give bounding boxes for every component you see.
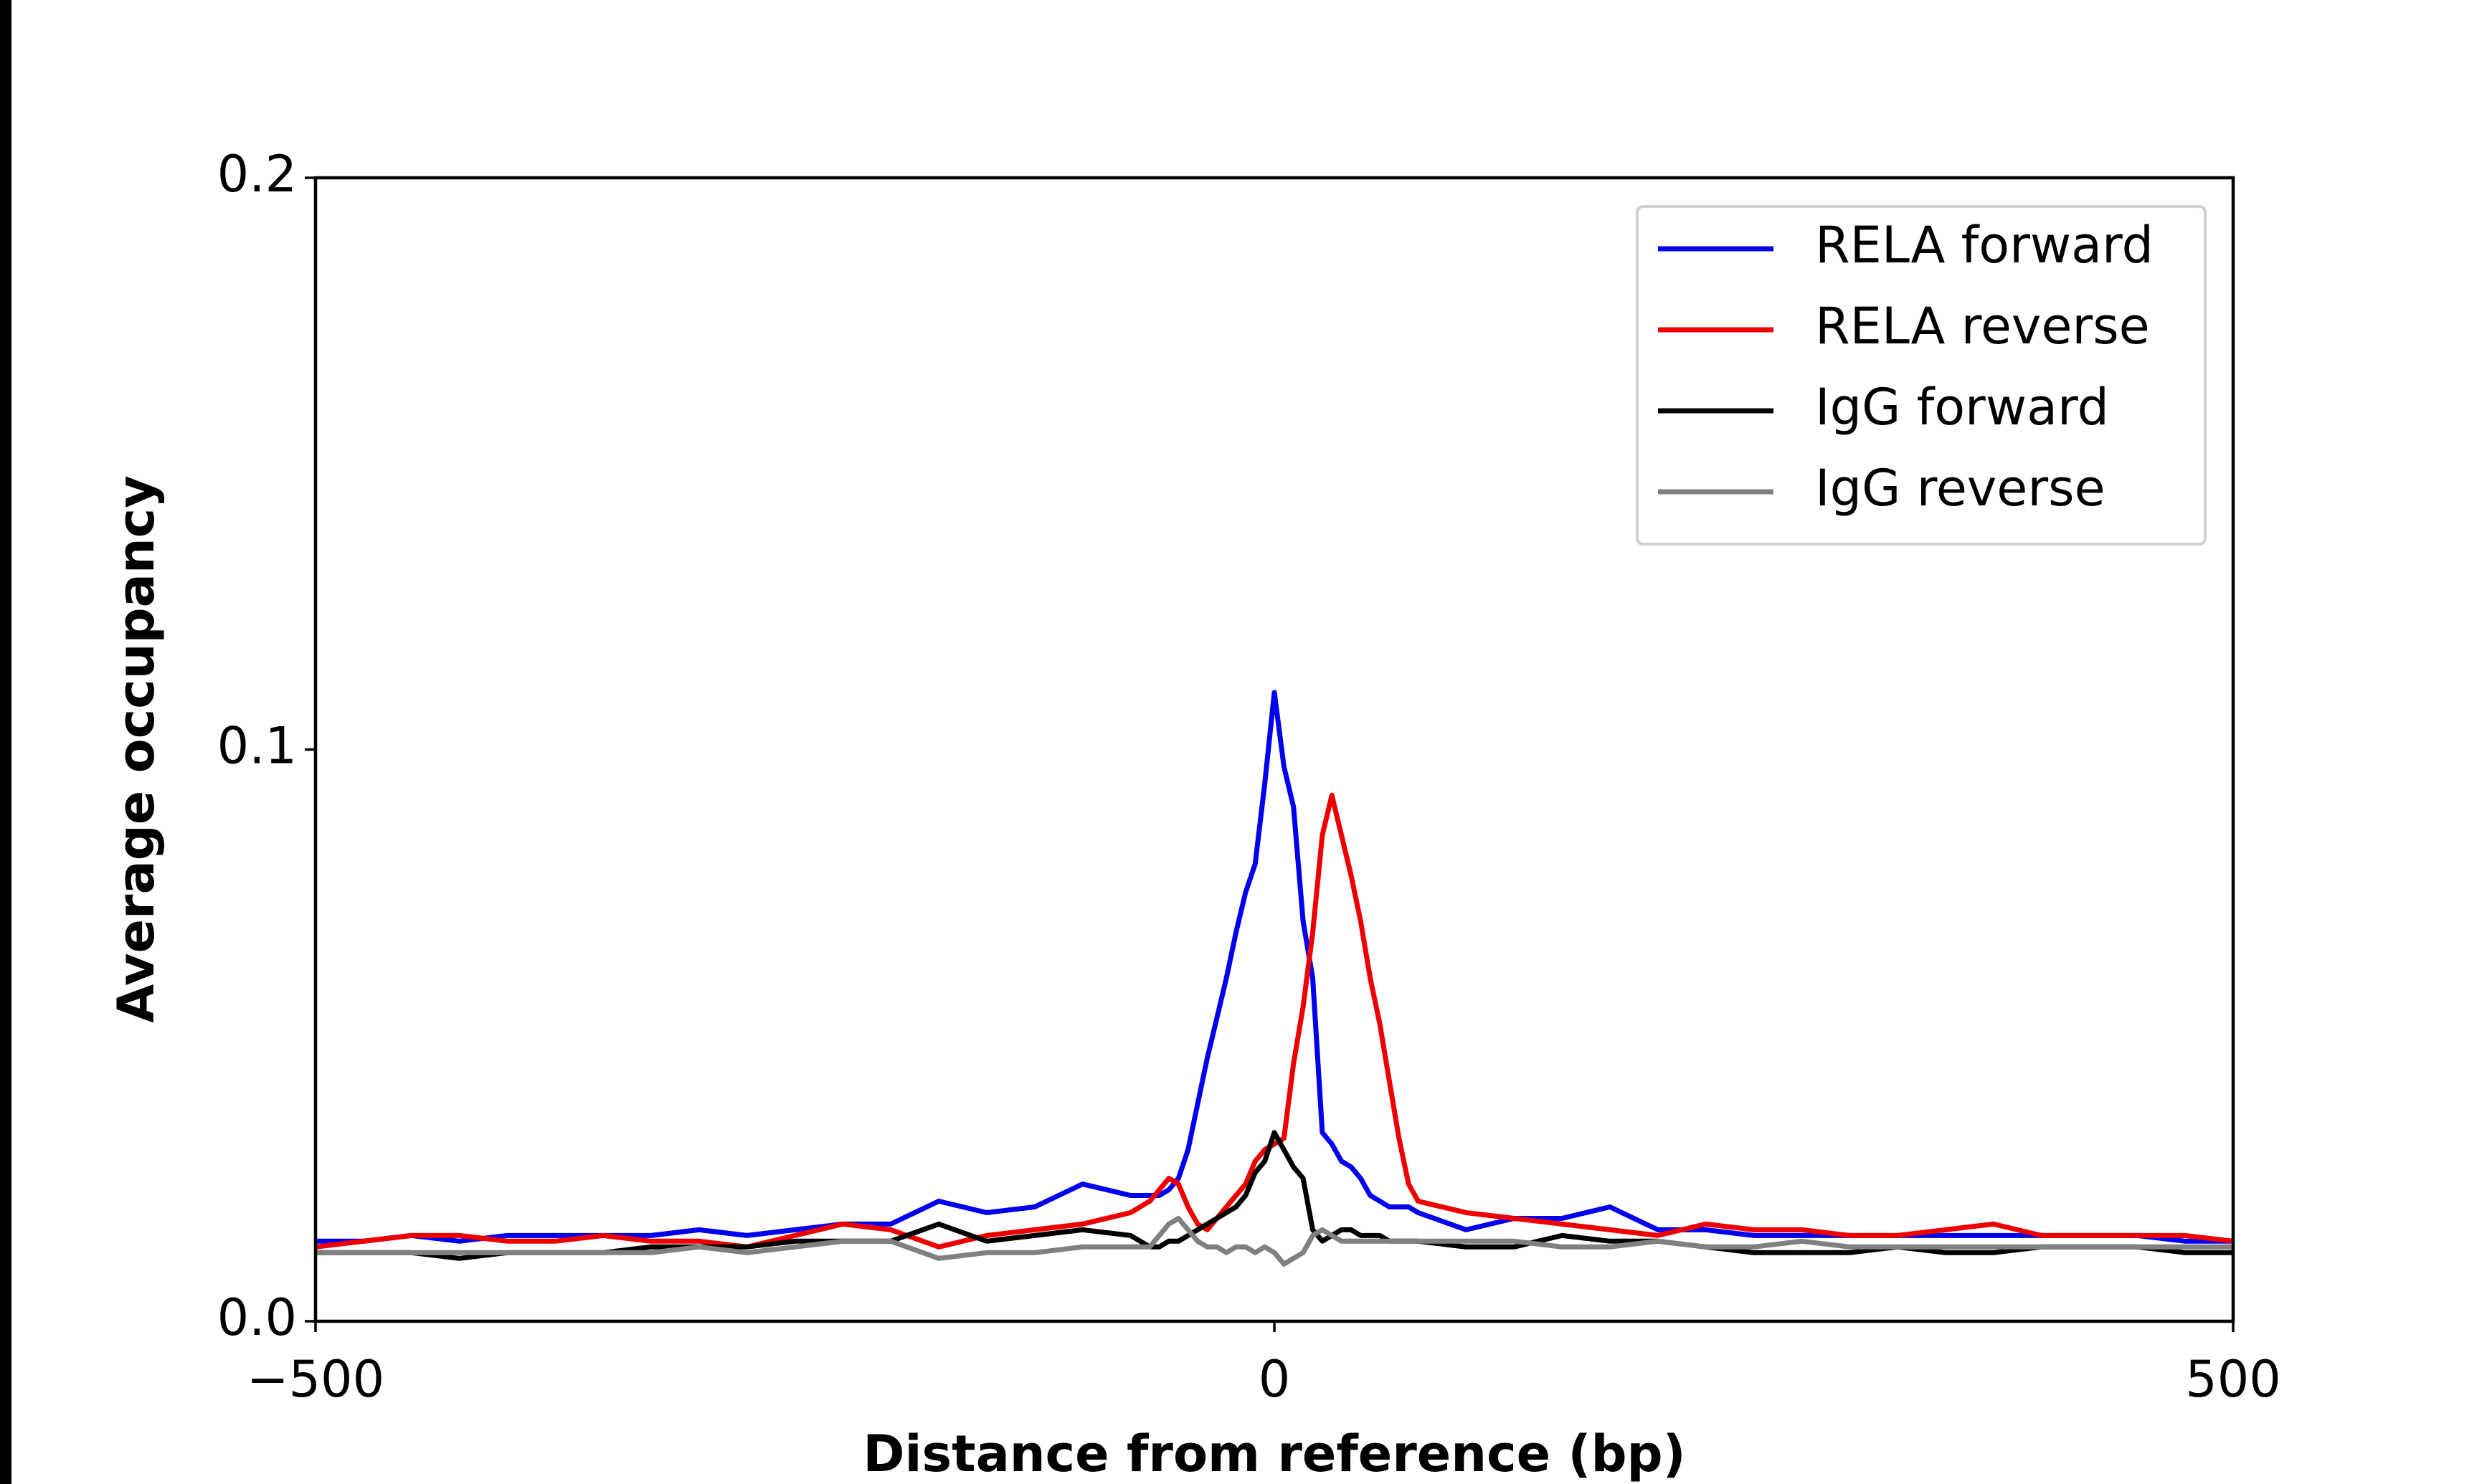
- y-tick-label: 0.1: [217, 717, 297, 776]
- plot-frame: [313, 176, 2235, 1323]
- y-tick-label: 0.0: [217, 1288, 297, 1347]
- legend-label: IgG reverse: [1815, 459, 2105, 518]
- y-tick-label: 0.2: [217, 145, 297, 204]
- series-line: [316, 690, 2233, 1244]
- series-line: [316, 1216, 2233, 1267]
- x-tick-label: 0: [1259, 1350, 1291, 1409]
- legend-label: IgG forward: [1815, 378, 2109, 437]
- x-tick-label: −500: [247, 1350, 384, 1409]
- y-axis-label: Average occupancy: [107, 475, 166, 1023]
- legend-label: RELA forward: [1815, 216, 2154, 275]
- x-axis-label: Distance from reference (bp): [863, 1424, 1685, 1483]
- edge: [0, 0, 11, 1484]
- x-tick-label: 500: [2185, 1350, 2281, 1409]
- series-line: [316, 1130, 2233, 1261]
- legend-box: [1636, 205, 2207, 546]
- series-line: [315, 792, 2234, 1250]
- legend-label: RELA reverse: [1815, 297, 2150, 356]
